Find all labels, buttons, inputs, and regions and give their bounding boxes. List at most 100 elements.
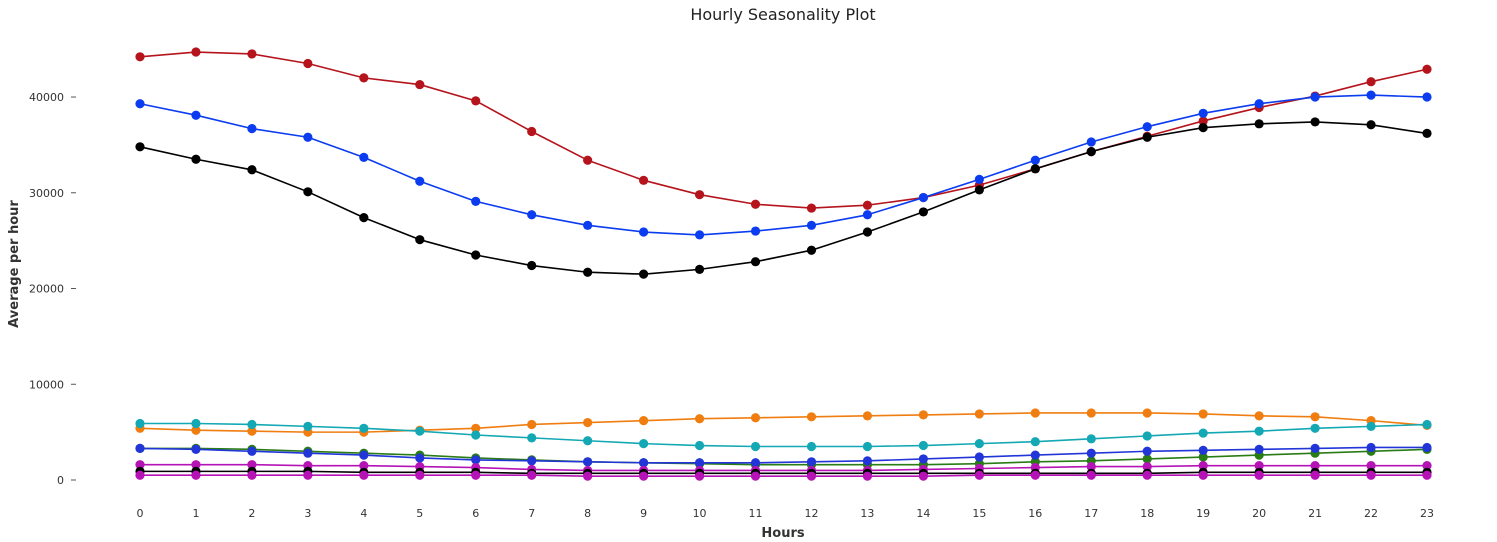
data-point (415, 470, 425, 480)
data-point (527, 433, 537, 443)
data-point (1198, 116, 1208, 126)
data-point (1030, 155, 1040, 165)
data-point (862, 456, 873, 466)
x-tick-label: 2 (248, 507, 255, 520)
data-point (1198, 452, 1208, 462)
data-point (974, 185, 984, 195)
data-point (1142, 431, 1152, 441)
data-point (639, 175, 649, 185)
data-point (1310, 470, 1320, 480)
series-6 (135, 442, 1432, 468)
data-point (583, 155, 593, 165)
data-point (135, 142, 145, 152)
data-point (1366, 461, 1376, 471)
data-point (639, 269, 649, 279)
data-point (359, 213, 369, 223)
data-point (1254, 444, 1264, 454)
x-tick-label: 22 (1364, 507, 1378, 520)
data-point (862, 471, 873, 481)
data-point (1366, 90, 1376, 100)
data-point (1086, 448, 1096, 458)
data-point (1030, 450, 1040, 460)
data-point (750, 226, 761, 236)
data-point (303, 421, 313, 431)
data-point (806, 220, 817, 230)
data-point (527, 260, 537, 271)
data-point (1142, 446, 1152, 456)
data-point (471, 423, 481, 433)
data-point (1366, 77, 1376, 87)
data-point (974, 409, 984, 419)
series-line (139, 446, 1427, 464)
data-point (1366, 442, 1376, 453)
data-point (359, 461, 369, 471)
data-point (471, 470, 481, 480)
data-point (191, 418, 201, 429)
data-point (471, 250, 481, 260)
data-point (135, 460, 145, 470)
data-point (694, 471, 705, 481)
data-point (1422, 92, 1432, 102)
data-point (694, 414, 705, 424)
y-tick-label: 20000 (29, 283, 64, 296)
x-tick-label: 7 (528, 507, 535, 520)
data-point (1142, 461, 1152, 472)
data-point (862, 210, 873, 220)
y-tick-label: 30000 (29, 187, 64, 200)
data-point (583, 471, 593, 481)
data-point (191, 425, 201, 435)
data-point (471, 196, 481, 206)
data-point (191, 444, 201, 454)
data-point (303, 448, 313, 458)
data-point (639, 227, 649, 237)
x-tick-label: 15 (972, 507, 986, 520)
series-4 (135, 418, 1432, 452)
data-point (750, 257, 761, 267)
data-point (247, 460, 257, 470)
data-point (303, 132, 313, 142)
data-point (1366, 421, 1376, 431)
data-point (1422, 64, 1432, 74)
data-point (862, 200, 873, 210)
x-tick-label: 12 (804, 507, 818, 520)
data-point (247, 470, 257, 480)
data-point (918, 207, 928, 217)
data-point (694, 440, 705, 451)
series-line (140, 474, 1427, 477)
x-tick-label: 14 (916, 507, 930, 520)
data-point (471, 430, 481, 440)
y-tick-label: 40000 (29, 91, 64, 104)
data-point (247, 124, 257, 134)
chart-title: Hourly Seasonality Plot (690, 5, 875, 24)
data-point (1422, 442, 1432, 453)
data-point (1030, 470, 1040, 480)
series-2 (135, 117, 1432, 279)
data-point (750, 458, 761, 468)
y-axis-label: Average per hour (7, 200, 22, 328)
data-point (1366, 120, 1376, 130)
data-point (1198, 461, 1208, 471)
x-tick-label: 20 (1252, 507, 1266, 520)
data-point (918, 454, 928, 464)
data-point (527, 210, 537, 220)
data-point (918, 471, 928, 481)
x-tick-label: 16 (1028, 507, 1042, 520)
data-point (1142, 470, 1152, 480)
data-point (527, 456, 537, 466)
data-point (527, 419, 537, 430)
data-point (1086, 137, 1096, 147)
data-point (750, 413, 761, 423)
data-point (247, 165, 257, 175)
data-point (1142, 122, 1152, 132)
x-axis-ticks: 0 1 2 3 4 5 6 7 8 9 10 11 12 13 14 15 16 17 18 19 20 21 22 23 (137, 507, 1435, 520)
series-line (140, 470, 1427, 475)
data-point (191, 154, 201, 164)
series-line (139, 94, 1428, 236)
data-point (1030, 437, 1040, 447)
data-point (1310, 461, 1320, 471)
data-point (527, 126, 537, 137)
data-point (1422, 128, 1432, 139)
data-point (247, 49, 257, 59)
x-tick-label: 3 (304, 507, 311, 520)
